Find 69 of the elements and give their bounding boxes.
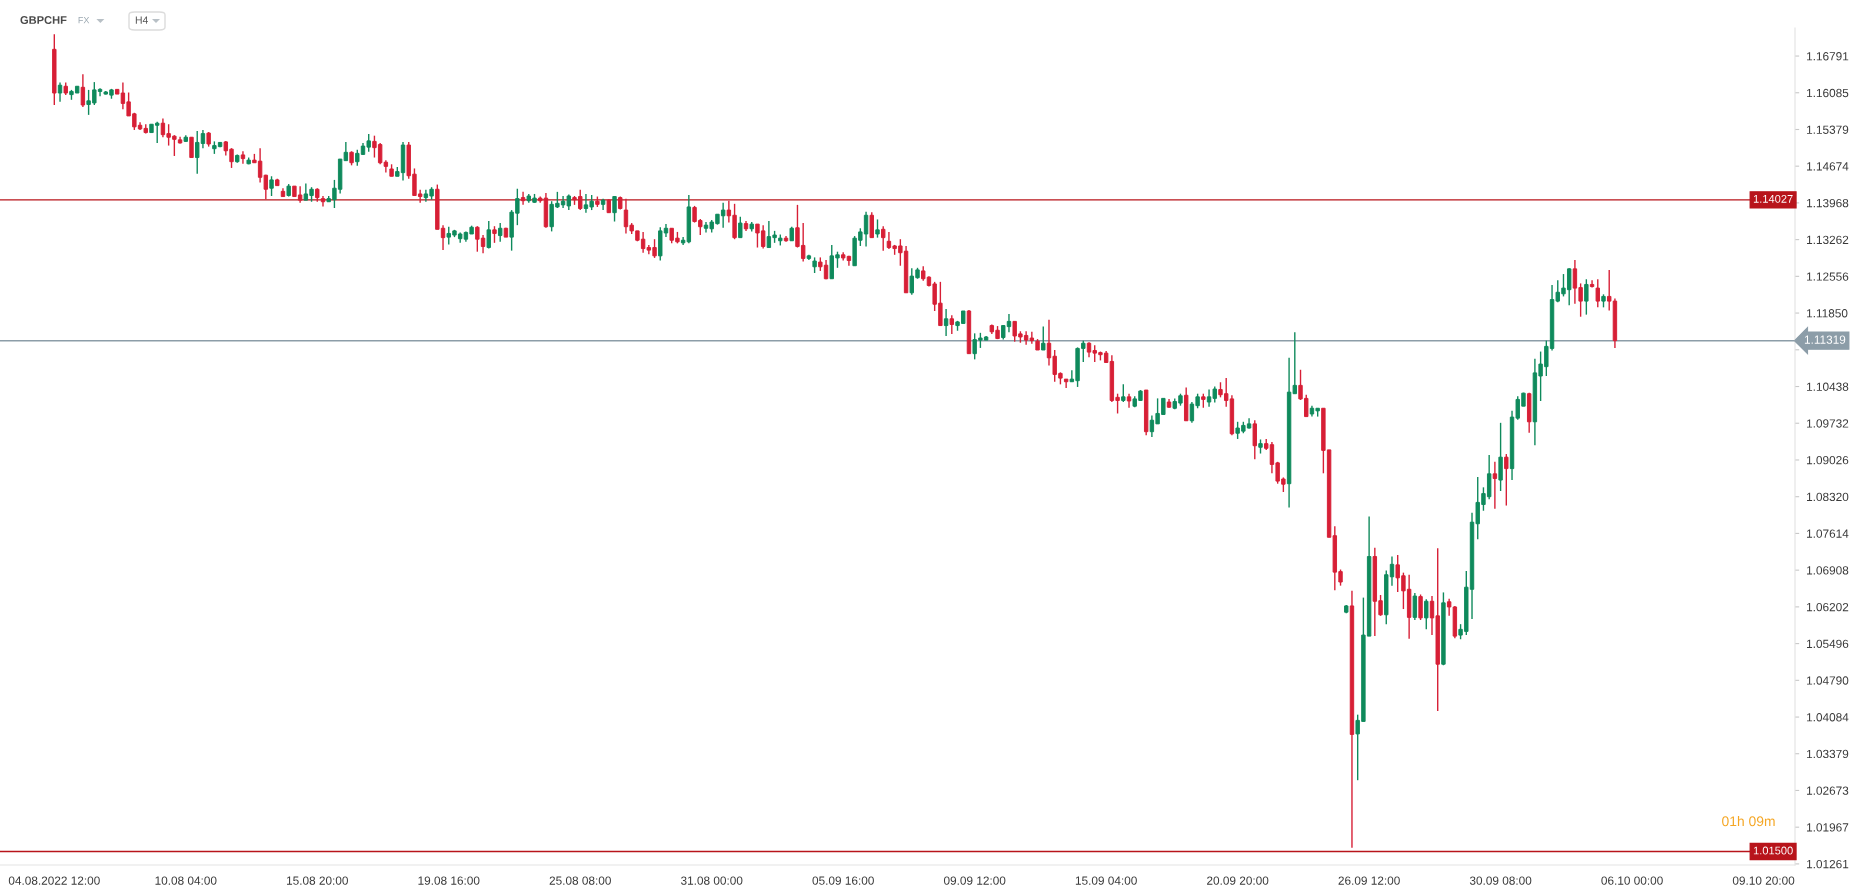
candlestick <box>189 136 194 159</box>
candlestick <box>486 220 491 250</box>
candlestick <box>612 195 617 223</box>
candlestick <box>80 73 86 108</box>
x-tick-label: 09.10 20:00 <box>1732 876 1795 885</box>
x-tick-label: 09.09 12:00 <box>943 876 1006 885</box>
y-tick-label: 1.13968 <box>1807 198 1849 208</box>
y-tick-label: 1.03379 <box>1807 749 1849 759</box>
candlestick <box>1498 422 1503 492</box>
y-tick-label: 1.10438 <box>1807 382 1849 391</box>
candlestick <box>869 211 874 239</box>
candlestick <box>949 314 955 335</box>
y-tick-label: 1.09026 <box>1807 456 1849 465</box>
candlestick <box>57 81 63 103</box>
candlestick <box>1252 419 1257 460</box>
y-tick-label: 1.04084 <box>1807 713 1849 722</box>
candlestick <box>1418 593 1423 621</box>
y-tick-label: 1.12556 <box>1807 272 1849 281</box>
y-tick-label: 1.14674 <box>1807 162 1849 171</box>
y-tick-label: 1.01261 <box>1807 859 1849 869</box>
candlestick <box>1424 598 1429 631</box>
candlestick <box>1589 279 1595 289</box>
x-tick-label: 15.08 20:00 <box>286 876 348 885</box>
y-tick-label: 1.07614 <box>1807 529 1849 538</box>
candlestick <box>240 150 246 165</box>
y-tick-label: 1.09732 <box>1807 419 1849 428</box>
candlestick <box>1492 461 1498 510</box>
x-tick-label: 19.08 16:00 <box>418 876 480 885</box>
y-tick-label: 1.06202 <box>1807 602 1849 612</box>
x-tick-label: 06.10 00:00 <box>1601 876 1663 885</box>
x-tick-label: 10.08 04:00 <box>155 876 217 885</box>
candlestick <box>269 175 274 197</box>
x-tick-label: 04.08.2022 12:00 <box>8 876 100 885</box>
candlestick <box>943 308 949 337</box>
y-tick-label: 1.04790 <box>1807 676 1849 685</box>
candlestick <box>738 216 743 239</box>
candlestick <box>1041 325 1046 351</box>
candlestick <box>1584 278 1589 316</box>
chart-subtitle: FX <box>78 17 90 24</box>
candlestick <box>1595 278 1600 309</box>
candlestick <box>1504 453 1509 507</box>
x-tick-label: 25.08 08:00 <box>549 876 611 885</box>
y-tick-label: 1.06908 <box>1807 566 1849 575</box>
text: H4 <box>135 16 149 24</box>
x-tick-label: 30.09 08:00 <box>1469 876 1532 885</box>
y-tick-label: 1.15379 <box>1807 125 1849 134</box>
y-tick-label: 1.16085 <box>1807 88 1849 98</box>
x-tick-label: 15.09 04:00 <box>1075 876 1137 885</box>
candlestick <box>881 225 886 252</box>
x-tick-label: 31.08 00:00 <box>680 876 743 885</box>
y-tick-label: 1.08320 <box>1807 492 1849 502</box>
ref-line-label: 1.01500 <box>1753 846 1793 855</box>
candlestick <box>875 218 880 239</box>
y-tick-label: 1.13262 <box>1807 235 1849 245</box>
y-tick-label: 1.01967 <box>1807 823 1849 832</box>
x-tick-label: 05.09 16:00 <box>812 876 874 885</box>
y-tick-label: 1.02673 <box>1807 786 1849 795</box>
ref-line-label: 1.14027 <box>1753 194 1793 203</box>
ref-line-label: 1.11319 <box>1804 335 1846 344</box>
y-tick-label: 1.05496 <box>1807 639 1849 648</box>
candlestick <box>1412 592 1418 621</box>
y-tick-label: 1.16791 <box>1807 52 1849 61</box>
annotation: 01h 09m <box>1722 815 1775 827</box>
x-tick-label: 20.09 20:00 <box>1207 876 1269 885</box>
y-tick-label: 1.11850 <box>1807 309 1848 318</box>
chart-title: GBPCHF <box>20 16 67 24</box>
x-tick-label: 26.09 12:00 <box>1338 876 1400 885</box>
candlestick <box>520 191 526 206</box>
candlestick <box>497 222 503 243</box>
